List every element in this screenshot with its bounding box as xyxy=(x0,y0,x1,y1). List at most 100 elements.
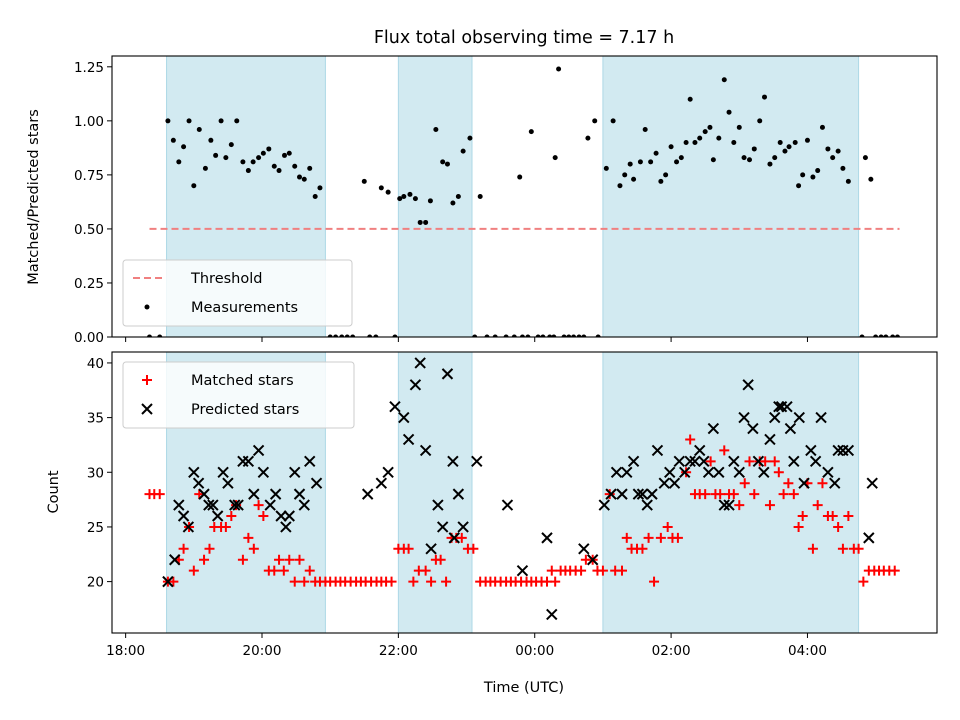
data-point xyxy=(282,152,287,158)
data-point xyxy=(769,456,780,467)
data-point xyxy=(822,466,834,478)
data-point xyxy=(253,500,264,511)
data-point xyxy=(883,334,889,337)
bottom-x-tick-label: 04:00 xyxy=(788,643,827,659)
data-point xyxy=(252,444,265,457)
data-point xyxy=(269,488,282,500)
data-point xyxy=(617,183,623,189)
top-shaded-span-2 xyxy=(602,56,859,337)
data-point xyxy=(610,466,623,478)
data-point xyxy=(260,150,266,156)
data-point xyxy=(840,165,846,171)
data-point xyxy=(702,129,708,135)
data-point xyxy=(397,196,403,202)
data-point xyxy=(245,168,251,174)
data-point xyxy=(427,198,433,204)
legend-marker xyxy=(142,375,152,385)
data-point xyxy=(788,489,799,500)
data-point xyxy=(339,334,345,337)
data-point xyxy=(176,159,182,165)
data-point xyxy=(832,444,844,457)
data-point xyxy=(751,146,757,152)
data-point xyxy=(426,576,437,587)
data-point xyxy=(409,379,422,391)
data-point xyxy=(289,466,301,478)
data-point xyxy=(232,499,244,511)
data-point xyxy=(585,135,591,141)
data-point xyxy=(764,433,776,446)
data-point xyxy=(373,334,379,337)
data-point xyxy=(566,334,572,337)
data-point xyxy=(552,155,558,161)
bottom-x-tick-label: 00:00 xyxy=(515,643,554,659)
data-point xyxy=(492,334,498,337)
data-point xyxy=(698,455,710,468)
data-point xyxy=(333,334,339,337)
data-point xyxy=(181,144,187,150)
data-point xyxy=(627,161,633,167)
data-point xyxy=(853,543,864,554)
data-point xyxy=(605,488,617,500)
data-point xyxy=(835,148,841,154)
data-point xyxy=(519,334,525,337)
data-point xyxy=(468,543,479,554)
data-point xyxy=(556,66,562,72)
top-y-tick-label: 1.25 xyxy=(74,60,104,76)
data-point xyxy=(207,499,219,511)
data-point xyxy=(541,532,553,544)
data-point xyxy=(687,96,693,102)
data-point xyxy=(668,144,674,150)
data-point xyxy=(655,532,666,543)
data-point xyxy=(858,576,869,587)
data-point xyxy=(571,334,577,337)
data-point xyxy=(213,152,219,158)
data-point xyxy=(222,477,234,489)
data-point xyxy=(297,174,302,180)
data-point xyxy=(165,118,171,124)
data-point xyxy=(747,157,752,163)
data-point xyxy=(616,488,628,500)
data-point xyxy=(819,124,825,130)
data-point xyxy=(845,178,851,184)
data-point xyxy=(547,334,553,337)
data-point xyxy=(684,455,696,468)
data-point xyxy=(198,488,210,500)
data-point xyxy=(603,165,609,171)
data-point xyxy=(610,118,616,124)
data-point xyxy=(194,489,205,500)
data-point xyxy=(444,161,450,167)
data-point xyxy=(793,521,804,532)
top-y-tick-label: 0.00 xyxy=(74,330,104,346)
data-point xyxy=(621,532,632,543)
data-point xyxy=(168,576,179,587)
data-point xyxy=(317,185,323,191)
data-point xyxy=(637,543,648,554)
data-point xyxy=(293,488,306,500)
data-point xyxy=(229,499,241,511)
data-point xyxy=(786,144,792,150)
data-point xyxy=(723,499,735,511)
data-point xyxy=(240,159,246,165)
data-point xyxy=(683,139,689,145)
data-point xyxy=(551,334,557,337)
data-point xyxy=(192,477,205,489)
data-point xyxy=(248,488,260,500)
data-point xyxy=(733,466,745,478)
data-point xyxy=(448,532,460,544)
data-point xyxy=(417,219,423,225)
legend-label: Matched stars xyxy=(191,373,294,389)
data-point xyxy=(673,455,685,468)
data-point xyxy=(702,466,715,478)
data-point xyxy=(284,554,295,565)
data-point xyxy=(440,159,446,165)
data-point xyxy=(389,400,401,413)
data-point xyxy=(250,159,256,165)
data-point xyxy=(707,422,720,435)
data-point xyxy=(817,478,828,489)
data-point xyxy=(718,499,730,511)
data-point xyxy=(868,176,874,182)
top-y-tick-label: 0.75 xyxy=(74,168,104,184)
data-point xyxy=(173,499,185,511)
data-point xyxy=(694,444,706,457)
data-point xyxy=(327,334,333,337)
